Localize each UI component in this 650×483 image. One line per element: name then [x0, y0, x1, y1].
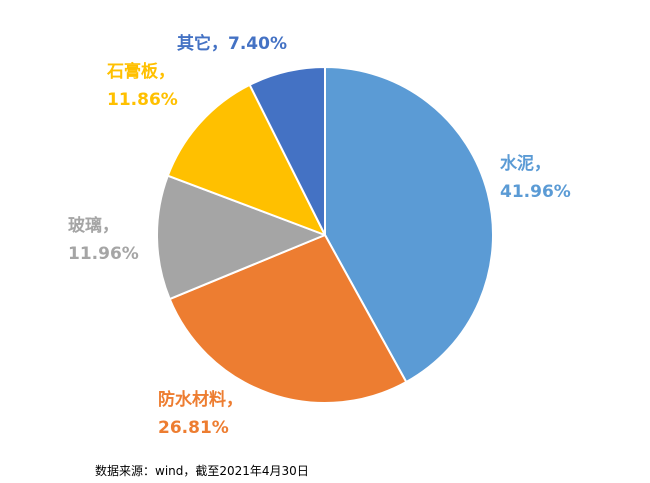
pie-slice-waterproofing: [168, 234, 408, 405]
slice-label-glass-name: 玻璃，: [68, 216, 119, 236]
slice-label-waterproofing-name: 防水材料，: [158, 390, 243, 410]
pie-slice-cement: [324, 66, 495, 384]
slice-label-cement-name: 水泥，: [500, 154, 551, 174]
slice-label-gypsum-board-value: 11.86%: [107, 90, 178, 110]
slice-label-waterproofing: 防水材料， 26.81%: [158, 386, 243, 442]
data-source-note: 数据来源：wind，截至2021年4月30日: [95, 464, 309, 478]
pie-slice-gypsum-board: [166, 83, 326, 236]
slice-label-glass: 玻璃， 11.96%: [68, 212, 139, 268]
slice-label-other: 其它，7.40%: [177, 30, 287, 58]
pie-slice-glass: [156, 174, 326, 301]
pie-slice-other: [248, 66, 326, 236]
slice-label-cement-value: 41.96%: [500, 182, 571, 202]
slice-label-glass-value: 11.96%: [68, 244, 139, 264]
slice-label-other-text: 其它，7.40%: [177, 34, 287, 54]
slice-label-gypsum-board: 石膏板， 11.86%: [107, 58, 178, 114]
slice-label-gypsum-board-name: 石膏板，: [107, 62, 175, 82]
slice-label-cement: 水泥， 41.96%: [500, 150, 571, 206]
pie-slices: [156, 66, 495, 405]
slice-label-waterproofing-value: 26.81%: [158, 418, 229, 438]
